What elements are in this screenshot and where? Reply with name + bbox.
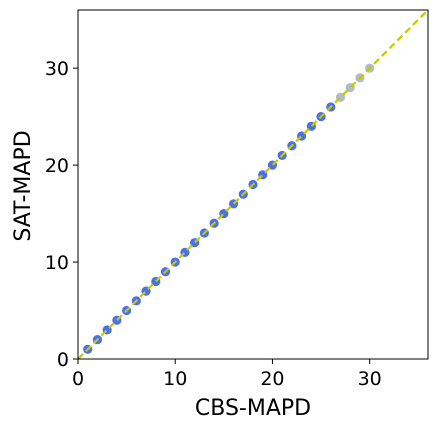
x-tick-label: 30 (358, 368, 382, 390)
plot-frame (77, 9, 429, 360)
y-tick-label: 20 (45, 155, 69, 177)
y-tick-label: 0 (57, 349, 69, 371)
reference-line (78, 10, 428, 359)
x-axis-label: CBS-MAPD (195, 396, 311, 421)
x-axis: 0 10 20 30 (72, 359, 382, 390)
y-tick-label: 10 (45, 252, 69, 274)
y-axis: 0 10 20 30 (45, 58, 78, 371)
x-tick-label: 20 (260, 368, 284, 390)
y-tick-label: 30 (45, 58, 69, 80)
x-tick-label: 0 (72, 368, 84, 390)
plot-area (78, 10, 428, 359)
x-tick-label: 10 (163, 368, 187, 390)
y-axis-label: SAT-MAPD (11, 130, 36, 241)
